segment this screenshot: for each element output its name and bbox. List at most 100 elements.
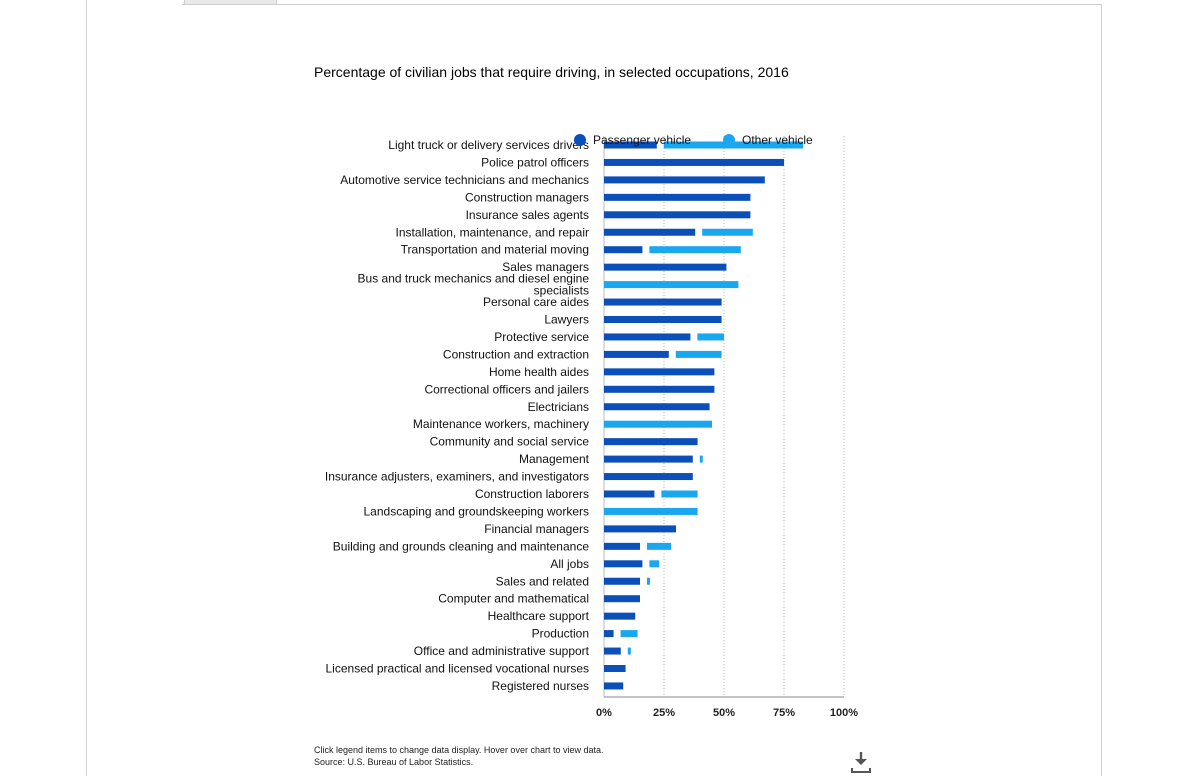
category-label: Protective service bbox=[494, 330, 589, 344]
bar-other-vehicle[interactable] bbox=[697, 333, 724, 341]
bar-passenger-vehicle[interactable] bbox=[604, 385, 715, 393]
chart-instructions: Click legend items to change data displa… bbox=[314, 745, 604, 755]
bar-other-vehicle[interactable] bbox=[604, 420, 712, 428]
category-label: Home health aides bbox=[489, 365, 589, 379]
category-label: All jobs bbox=[550, 557, 589, 571]
bar-passenger-vehicle[interactable] bbox=[604, 141, 657, 149]
bar-other-vehicle[interactable] bbox=[649, 246, 741, 254]
grid-lines bbox=[603, 136, 845, 698]
bar-passenger-vehicle[interactable] bbox=[604, 246, 643, 254]
legend-swatch-passenger[interactable] bbox=[574, 134, 586, 146]
bar-passenger-vehicle[interactable] bbox=[604, 211, 751, 219]
bar-other-vehicle[interactable] bbox=[675, 350, 722, 358]
x-tick-label: 75% bbox=[773, 707, 795, 719]
category-label: Personal care aides bbox=[483, 295, 589, 309]
bar-passenger-vehicle[interactable] bbox=[604, 350, 669, 358]
bar-passenger-vehicle[interactable] bbox=[604, 176, 765, 184]
bar-passenger-vehicle[interactable] bbox=[604, 473, 693, 481]
bar-other-vehicle[interactable] bbox=[620, 630, 638, 638]
category-label: Financial managers bbox=[484, 522, 589, 536]
content-frame-top-border bbox=[182, 4, 1102, 5]
x-tick-label: 25% bbox=[653, 707, 675, 719]
bar-passenger-vehicle[interactable] bbox=[604, 665, 626, 672]
bar-passenger-vehicle[interactable] bbox=[604, 193, 751, 201]
category-label: Insurance adjusters, examiners, and inve… bbox=[325, 470, 589, 484]
bar-other-vehicle[interactable] bbox=[647, 542, 672, 550]
category-label: Maintenance workers, machinery bbox=[413, 417, 589, 431]
bar-passenger-vehicle[interactable] bbox=[604, 612, 636, 620]
bar-other-vehicle[interactable] bbox=[604, 507, 698, 515]
bar-passenger-vehicle[interactable] bbox=[604, 403, 710, 411]
bar-passenger-vehicle[interactable] bbox=[604, 560, 643, 568]
download-icon[interactable] bbox=[849, 750, 873, 774]
bar-passenger-vehicle[interactable] bbox=[604, 228, 696, 236]
category-label: Construction managers bbox=[465, 190, 589, 204]
bar-passenger-vehicle[interactable] bbox=[604, 263, 727, 271]
category-label: Light truck or delivery services drivers bbox=[388, 138, 589, 152]
category-label: Police patrol officers bbox=[481, 155, 589, 169]
x-tick-label: 0% bbox=[596, 707, 612, 719]
legend-item-other-vehicle[interactable]: Other vehicle bbox=[723, 133, 813, 147]
bar-other-vehicle[interactable] bbox=[649, 560, 660, 568]
bar-other-vehicle[interactable] bbox=[661, 490, 698, 498]
bar-other-vehicle[interactable] bbox=[699, 455, 703, 463]
category-label: Registered nurses bbox=[492, 679, 589, 693]
category-label: Lawyers bbox=[544, 313, 589, 327]
bar-passenger-vehicle[interactable] bbox=[604, 682, 624, 690]
bar-passenger-vehicle[interactable] bbox=[604, 595, 640, 603]
category-label: Installation, maintenance, and repair bbox=[396, 225, 589, 239]
content-frame-left-border bbox=[86, 0, 87, 776]
x-tick-label: 100% bbox=[830, 707, 858, 719]
bar-passenger-vehicle[interactable] bbox=[604, 158, 784, 166]
bar-passenger-vehicle[interactable] bbox=[604, 333, 691, 341]
content-frame-right-border bbox=[1101, 4, 1102, 776]
chart-tab[interactable] bbox=[184, 0, 277, 4]
legend-item-passenger-vehicle[interactable]: Passenger vehicle bbox=[574, 133, 691, 147]
category-label: Office and administrative support bbox=[414, 644, 590, 658]
bar-other-vehicle[interactable] bbox=[702, 228, 753, 236]
category-labels: Light truck or delivery services drivers… bbox=[325, 138, 590, 693]
category-label: Management bbox=[519, 452, 590, 466]
bar-passenger-vehicle[interactable] bbox=[604, 316, 722, 323]
category-label: Bus and truck mechanics and diesel engin… bbox=[358, 272, 590, 298]
category-label: Correctional officers and jailers bbox=[424, 382, 589, 396]
chart-legend[interactable]: Passenger vehicle Other vehicle bbox=[574, 133, 813, 147]
bar-other-vehicle[interactable] bbox=[647, 577, 650, 585]
category-label: Automotive service technicians and mecha… bbox=[340, 173, 589, 187]
chart-source: Source: U.S. Bureau of Labor Statistics. bbox=[314, 757, 474, 767]
bar-other-vehicle[interactable] bbox=[663, 141, 804, 149]
legend-swatch-other[interactable] bbox=[723, 134, 735, 146]
bar-passenger-vehicle[interactable] bbox=[604, 630, 614, 638]
category-label: Licensed practical and licensed vocation… bbox=[326, 662, 590, 676]
category-label: Building and grounds cleaning and mainte… bbox=[333, 539, 590, 553]
chart-title: Percentage of civilian jobs that require… bbox=[314, 64, 789, 80]
legend-label-other[interactable]: Other vehicle bbox=[742, 133, 813, 147]
download-button[interactable] bbox=[849, 750, 873, 774]
category-label: Electricians bbox=[528, 400, 589, 414]
category-label: Sales managers bbox=[502, 260, 589, 274]
bar-passenger-vehicle[interactable] bbox=[604, 455, 693, 463]
category-label: Community and social service bbox=[430, 435, 590, 449]
category-label: Construction laborers bbox=[475, 487, 589, 501]
category-label: Production bbox=[532, 627, 589, 641]
bar-passenger-vehicle[interactable] bbox=[604, 577, 640, 585]
category-label: Sales and related bbox=[496, 574, 589, 588]
bar-other-vehicle[interactable] bbox=[627, 647, 631, 655]
bar-passenger-vehicle[interactable] bbox=[604, 298, 722, 306]
bar-passenger-vehicle[interactable] bbox=[604, 525, 676, 533]
legend-label-passenger[interactable]: Passenger vehicle bbox=[593, 133, 691, 147]
bar-series[interactable] bbox=[604, 141, 804, 690]
category-label: Healthcare support bbox=[488, 609, 590, 623]
bar-passenger-vehicle[interactable] bbox=[604, 647, 621, 655]
category-label: Transportation and material moving bbox=[401, 243, 589, 257]
bar-passenger-vehicle[interactable] bbox=[604, 542, 640, 550]
bar-other-vehicle[interactable] bbox=[604, 281, 739, 289]
category-label: Computer and mathematical bbox=[438, 592, 589, 606]
category-label: Construction and extraction bbox=[443, 347, 589, 361]
bar-passenger-vehicle[interactable] bbox=[604, 438, 698, 446]
bar-passenger-vehicle[interactable] bbox=[604, 368, 715, 376]
category-label: Insurance sales agents bbox=[466, 208, 589, 222]
bar-passenger-vehicle[interactable] bbox=[604, 490, 655, 498]
x-tick-label: 50% bbox=[713, 707, 735, 719]
